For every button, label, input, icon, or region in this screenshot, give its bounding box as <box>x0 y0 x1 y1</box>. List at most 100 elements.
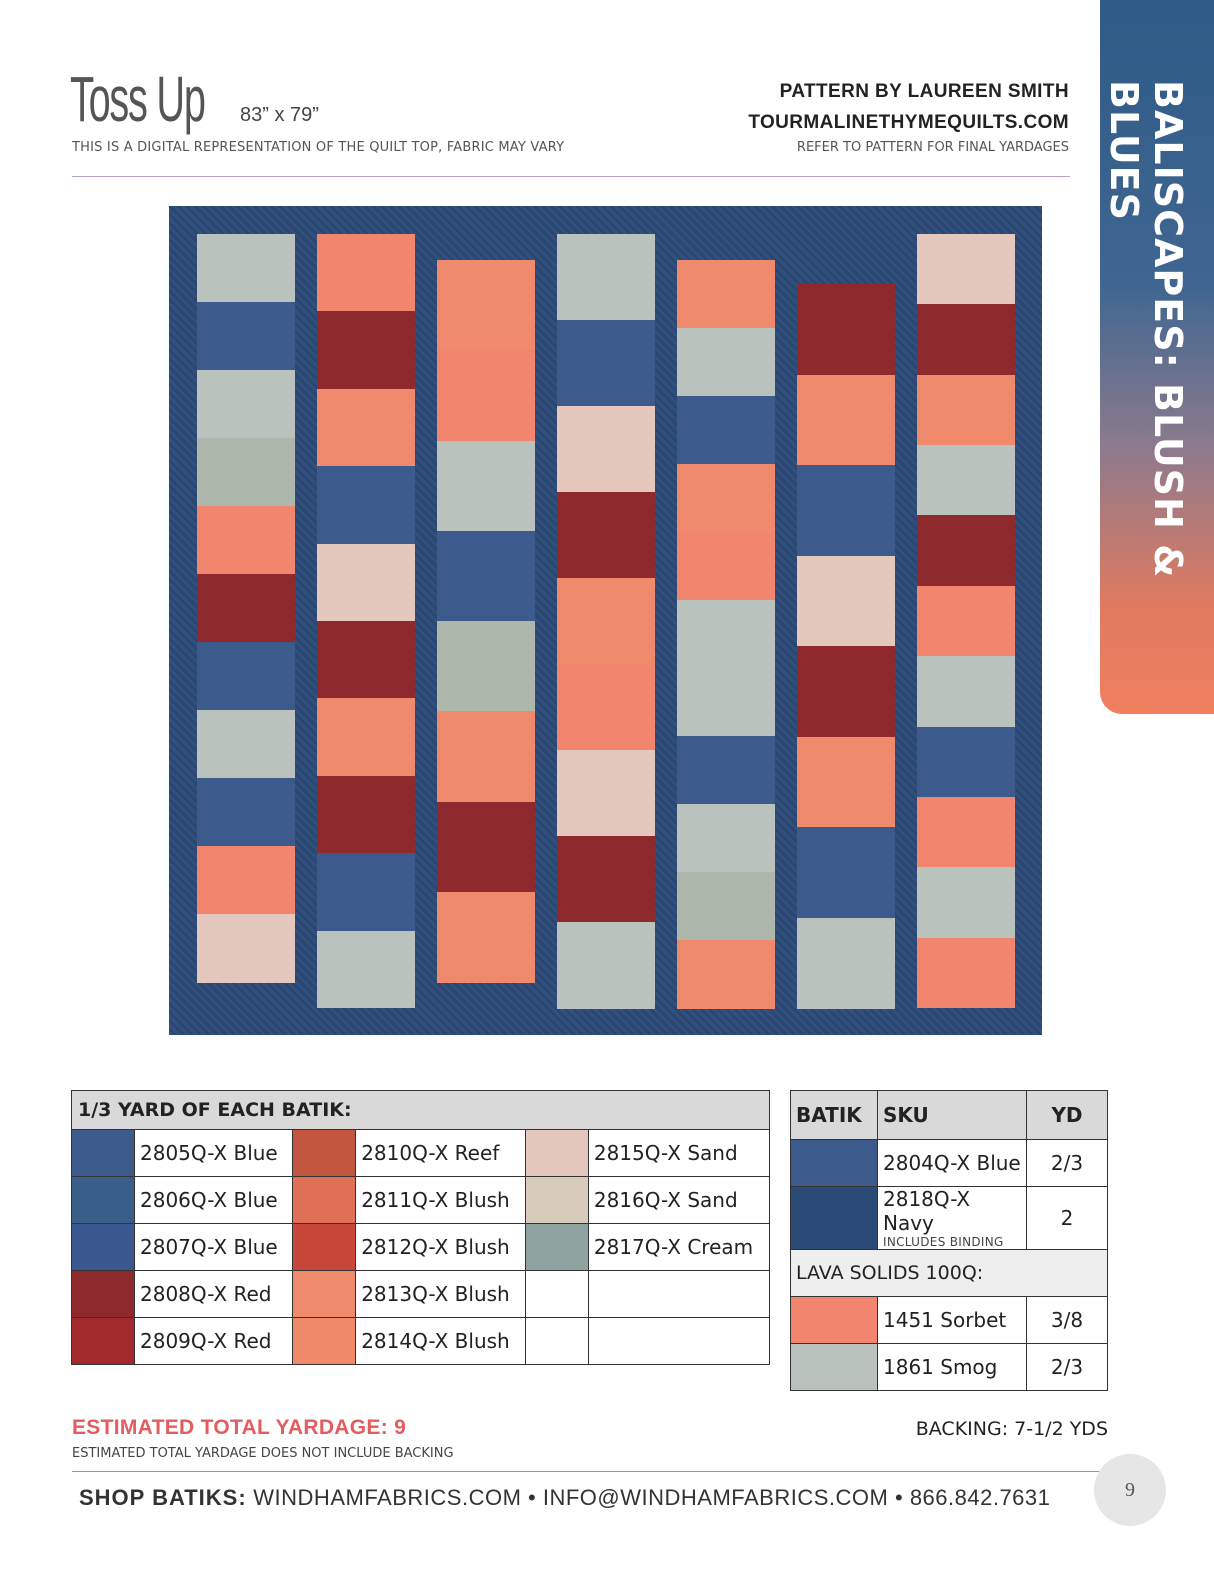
quilt-block <box>917 374 1015 446</box>
yd-cell: 2/3 <box>1026 1343 1108 1391</box>
collection-name: BALISCAPES: BLUSH & BLUES <box>1102 80 1190 579</box>
quilt-block <box>677 260 775 329</box>
estimate-note: ESTIMATED TOTAL YARDAGE DOES NOT INCLUDE… <box>72 1446 454 1461</box>
footer: SHOP BATIKS: WINDHAMFABRICS.COM • INFO@W… <box>79 1485 1050 1511</box>
quilt-block <box>317 543 415 622</box>
shop-label: SHOP BATIKS: <box>79 1485 247 1510</box>
footer-email[interactable]: INFO@WINDHAMFABRICS.COM <box>542 1485 889 1510</box>
swatch <box>292 1223 357 1271</box>
swatch <box>292 1317 357 1365</box>
sku-cell: 2818Q-X Navy INCLUDES BINDING <box>877 1186 1027 1250</box>
quilt-block <box>317 311 415 390</box>
yd-cell: 3/8 <box>1026 1296 1108 1344</box>
swatch <box>790 1296 878 1344</box>
lava-solids-header: LAVA SOLIDS 100Q: <box>790 1249 1108 1297</box>
quilt-block <box>317 234 415 312</box>
quilt-block <box>197 370 295 439</box>
quilt-block <box>437 891 535 983</box>
footer-website[interactable]: WINDHAMFABRICS.COM <box>253 1485 522 1510</box>
designer-name: PATTERN BY LAUREEN SMITH <box>779 81 1069 102</box>
quilt-block <box>317 930 415 1009</box>
sku-cell: 2811Q-X Blush <box>355 1176 526 1224</box>
swatch <box>71 1270 135 1318</box>
quilt-block <box>917 796 1015 868</box>
quilt-block <box>677 940 775 1009</box>
swatch <box>524 1223 589 1271</box>
table-row: 2808Q-X Red 2813Q-X Blush <box>71 1270 771 1318</box>
table-row: 2807Q-X Blue 2812Q-X Blush 2817Q-X Cream <box>71 1223 771 1271</box>
collection-tab <box>1100 0 1214 714</box>
quilt-block <box>797 827 895 918</box>
quilt-block <box>437 530 535 622</box>
quilt-block <box>917 867 1015 939</box>
swatch <box>524 1129 589 1177</box>
empty-cell <box>524 1270 589 1318</box>
estimated-total: ESTIMATED TOTAL YARDAGE: 9 <box>72 1416 407 1439</box>
quilt-block <box>677 464 775 533</box>
quilt-block <box>437 801 535 893</box>
quilt-block <box>317 775 415 854</box>
swatch <box>71 1317 135 1365</box>
sku-text: 2818Q-X Navy <box>883 1187 971 1235</box>
sku-cell: 2817Q-X Cream <box>587 1223 771 1271</box>
quilt-block <box>197 574 295 643</box>
quilt-block <box>797 555 895 647</box>
sku-cell: 2804Q-X Blue <box>877 1139 1027 1187</box>
swatch <box>71 1176 135 1224</box>
quilt-block <box>677 532 775 601</box>
quilt-block <box>197 846 295 915</box>
quilt-block <box>557 320 655 407</box>
sku-cell: 1451 Sorbet <box>877 1296 1027 1344</box>
sku-cell: 2816Q-X Sand <box>587 1176 771 1224</box>
table-row: 2809Q-X Red 2814Q-X Blush <box>71 1317 771 1365</box>
table-row: 1861 Smog 2/3 <box>790 1343 1108 1391</box>
quilt-block <box>917 515 1015 587</box>
sku-cell: 2808Q-X Red <box>133 1270 294 1318</box>
quilt-block <box>917 304 1015 376</box>
backing-yardage: BACKING: 7-1/2 YDS <box>915 1418 1108 1440</box>
quilt-block <box>557 922 655 1009</box>
designer-website[interactable]: TOURMALINETHYMEQUILTS.COM <box>748 112 1069 133</box>
quilt-block <box>197 642 295 711</box>
page-number: 9 <box>1094 1454 1166 1526</box>
swatch <box>292 1270 357 1318</box>
quilt-size: 83” x 79” <box>240 104 319 126</box>
quilt-block <box>797 374 895 466</box>
quilt-block <box>797 917 895 1009</box>
quilt-block <box>197 914 295 983</box>
quilt-block <box>917 656 1015 728</box>
empty-cell <box>524 1317 589 1365</box>
quilt-block <box>917 445 1015 516</box>
sku-cell: 2807Q-X Blue <box>133 1223 294 1271</box>
batik-table: 1/3 YARD OF EACH BATIK: 2805Q-X Blue 281… <box>71 1090 771 1365</box>
quilt-block <box>437 621 535 712</box>
quilt-block <box>557 578 655 665</box>
quilt-block <box>917 234 1015 305</box>
col-sku-header: SKU <box>877 1090 1027 1140</box>
quilt-block <box>677 668 775 737</box>
quilt-block <box>797 736 895 828</box>
col-yd-header: YD <box>1026 1090 1108 1140</box>
quilt-block <box>677 396 775 465</box>
table-row: 2805Q-X Blue 2810Q-X Reef 2815Q-X Sand <box>71 1129 771 1177</box>
quilt-image <box>169 206 1042 1035</box>
sku-cell: 1861 Smog <box>877 1343 1027 1391</box>
swatch <box>790 1139 878 1187</box>
empty-cell <box>587 1270 771 1318</box>
quilt-block <box>437 440 535 532</box>
quilt-block <box>197 710 295 779</box>
sku-cell: 2815Q-X Sand <box>587 1129 771 1177</box>
quilt-block <box>317 466 415 545</box>
footer-divider <box>72 1471 1108 1472</box>
quilt-block <box>917 937 1015 1009</box>
quilt-block <box>797 284 895 375</box>
sku-cell: 2805Q-X Blue <box>133 1129 294 1177</box>
quilt-block <box>197 778 295 847</box>
yd-cell: 2 <box>1026 1186 1108 1250</box>
quilt-block <box>197 302 295 371</box>
quilt-block <box>437 711 535 802</box>
sku-cell: 2806Q-X Blue <box>133 1176 294 1224</box>
quilt-block <box>797 646 895 737</box>
footer-phone[interactable]: 866.842.7631 <box>909 1485 1051 1510</box>
col-batik-header: BATIK <box>790 1090 878 1140</box>
